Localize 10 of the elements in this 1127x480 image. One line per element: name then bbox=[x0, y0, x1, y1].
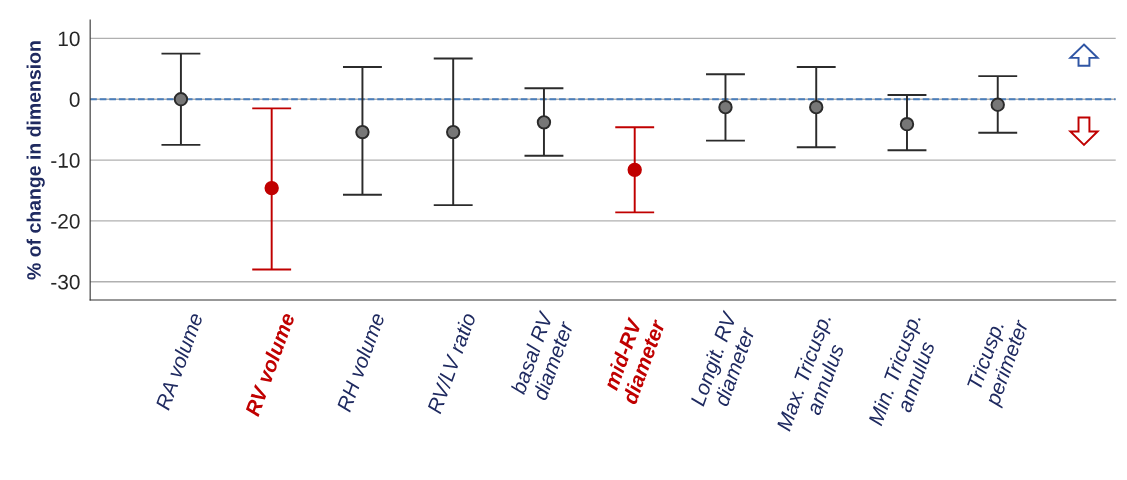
x-tick-label: RV/LV ratio bbox=[426, 311, 477, 415]
y-tick-label: 10 bbox=[58, 31, 80, 47]
y-tick-label: -10 bbox=[51, 153, 80, 168]
y-tick-label: -20 bbox=[51, 213, 80, 229]
y-tick-label: 0 bbox=[69, 92, 80, 107]
x-tick-label: RH volume bbox=[335, 311, 386, 413]
x-tick-label: RA volume bbox=[154, 311, 204, 411]
x-tick-label: RV volume bbox=[244, 311, 296, 418]
y-tick-label: -30 bbox=[51, 274, 80, 290]
y-axis-title: % of change in dimension bbox=[26, 41, 45, 280]
